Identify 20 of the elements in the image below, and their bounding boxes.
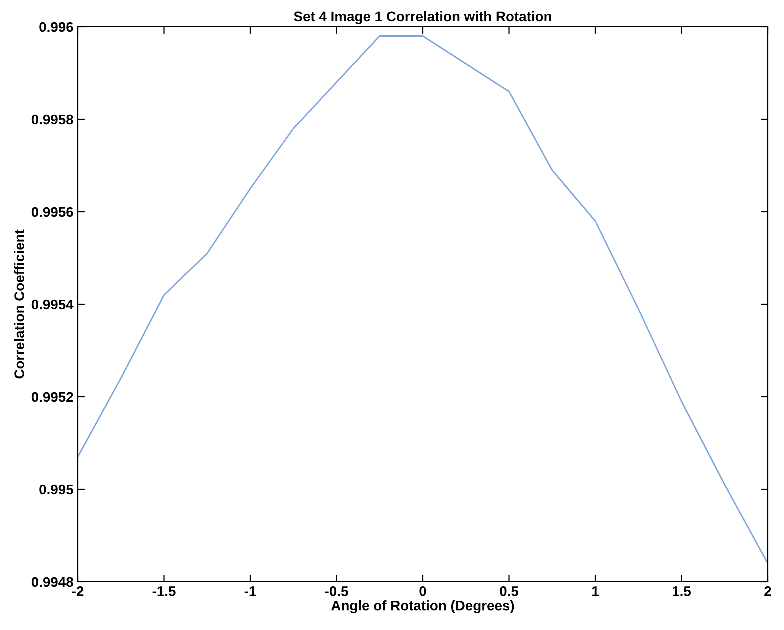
x-tick-label: 0.5 (500, 586, 519, 596)
chart-title: Set 4 Image 1 Correlation with Rotation (294, 11, 552, 24)
x-tick-label: 0 (420, 586, 426, 596)
x-tick-label: -2 (72, 586, 84, 596)
x-tick-label: -1.5 (152, 586, 176, 596)
x-tick-label: 2 (764, 586, 772, 596)
y-tick-label: 0.9954 (32, 300, 74, 310)
x-tick-label: 1 (592, 586, 599, 596)
y-tick-label: 0.995 (40, 484, 74, 495)
x-axis-title: Angle of Rotation (Degrees) (332, 600, 514, 614)
line-series (78, 36, 768, 564)
x-tick-label: 1.5 (672, 586, 692, 596)
y-tick-label: 0.9958 (32, 114, 74, 125)
x-tick-label: -1 (244, 586, 256, 596)
y-tick-label: 0.9952 (32, 392, 74, 402)
y-tick-label: 0.9948 (32, 577, 74, 588)
y-axis-title: Correlation Coefficient (14, 230, 24, 379)
x-tick-label: -0.5 (325, 586, 348, 596)
y-tick-label: 0.996 (40, 22, 74, 32)
y-tick-label: 0.9956 (32, 207, 74, 218)
